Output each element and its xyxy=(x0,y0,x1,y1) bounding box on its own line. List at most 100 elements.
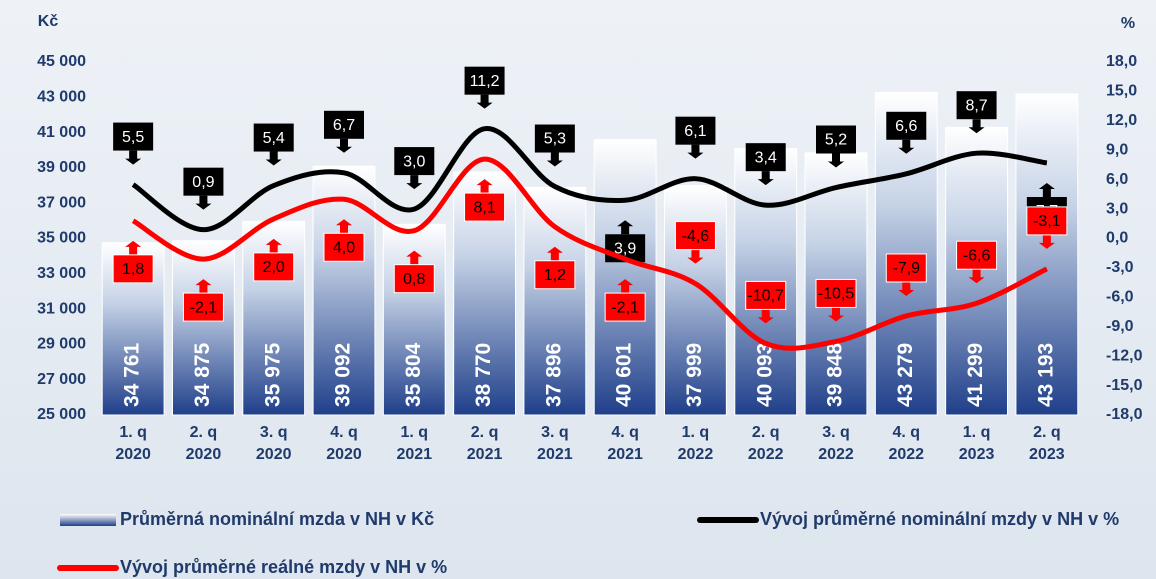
data-label: 5,4 xyxy=(253,123,294,166)
label-box xyxy=(182,292,224,322)
data-label-text: 3,0 xyxy=(403,153,425,170)
data-label: 3,4 xyxy=(745,143,786,186)
label-box xyxy=(816,125,856,154)
label-arrow xyxy=(1038,234,1055,249)
label-box xyxy=(253,123,294,152)
data-label-text: 6,6 xyxy=(895,118,917,135)
y-tick-label: 25 000 xyxy=(37,406,86,423)
legend-label: Vývoj průměrné reálné mzdy v NH v % xyxy=(120,557,447,577)
label-box xyxy=(885,253,927,283)
label-arrow xyxy=(828,307,844,322)
y2-tick-label: 6,0 xyxy=(1106,171,1128,188)
bar-value-label: 40 093 xyxy=(753,343,776,407)
y2-tick-label: 18,0 xyxy=(1106,53,1137,70)
label-box xyxy=(394,147,435,176)
y-tick-label: 39 000 xyxy=(37,159,86,176)
data-label-text: -7,9 xyxy=(892,260,920,277)
bar-value-label: 37 896 xyxy=(542,343,565,407)
data-label: -10,7 xyxy=(745,280,787,324)
label-box xyxy=(464,192,506,222)
label-arrow xyxy=(476,179,493,194)
data-label: 3,9 xyxy=(605,220,646,263)
bar-value-label: 39 092 xyxy=(332,343,355,407)
data-label: 1,2 xyxy=(534,246,576,290)
bar-value-label: 43 279 xyxy=(894,343,917,407)
label-arrow xyxy=(828,153,844,168)
data-label-text: -10,5 xyxy=(818,286,855,303)
legend-swatch xyxy=(60,514,116,526)
data-label: -7,9 xyxy=(885,253,927,296)
line xyxy=(131,126,1048,233)
bar-value-label: 39 848 xyxy=(824,342,847,407)
data-label: -2,1 xyxy=(604,279,646,322)
y-tick-label: 29 000 xyxy=(37,336,86,353)
bar-value-label: 34 875 xyxy=(191,342,214,407)
y2-tick-label: 3,0 xyxy=(1106,200,1128,217)
label-arrow xyxy=(546,246,563,261)
data-label-text: 1,2 xyxy=(544,267,566,284)
bar-value-label: 34 761 xyxy=(121,342,144,407)
x-tick-label: 2. q 2020 xyxy=(185,424,222,463)
data-label: 4,0 xyxy=(323,219,365,262)
bar-value-label: 35 804 xyxy=(402,342,425,407)
legend-label: Vývoj průměrné nominální mzdy v NH v % xyxy=(760,509,1119,529)
x-tick-label: 2. q 2022 xyxy=(747,424,784,463)
data-label: 0,8 xyxy=(393,250,435,294)
bar xyxy=(172,240,235,416)
x-tick-label: 1. q 2021 xyxy=(396,424,433,463)
x-tick-label: 1. q 2022 xyxy=(677,424,714,463)
y2-tick-label: 15,0 xyxy=(1106,83,1137,100)
data-label-text: 1,8 xyxy=(122,261,144,278)
data-label: -3,1 xyxy=(1026,206,1068,249)
x-tick-label: 4. q 2020 xyxy=(326,424,362,463)
data-label-text: 8,1 xyxy=(473,199,495,216)
y2-tick-label: 9,0 xyxy=(1106,141,1128,158)
x-tick-label: 1. q 2023 xyxy=(958,424,995,463)
label-box xyxy=(886,111,927,140)
label-arrow xyxy=(1038,182,1055,197)
label-box xyxy=(534,124,575,153)
label-arrow xyxy=(406,250,423,265)
data-label-text: 8,7 xyxy=(965,97,987,114)
label-arrow xyxy=(546,152,563,167)
data-label-text: 3,4 xyxy=(755,149,777,166)
x-tick-label: 1. q 2020 xyxy=(115,424,151,463)
label-arrow xyxy=(898,139,915,154)
y2-tick-label: -12,0 xyxy=(1106,347,1143,364)
label-box xyxy=(815,278,857,308)
data-label-text: -6,6 xyxy=(963,247,991,264)
label-box xyxy=(745,143,786,172)
data-label-text: 5,5 xyxy=(122,129,144,146)
label-arrow xyxy=(125,240,142,255)
legend-label: Průměrná nominální mzda v NH v Kč xyxy=(120,509,434,529)
data-label: 1,8 xyxy=(112,240,154,284)
bar-value-label: 43 193 xyxy=(1034,343,1057,407)
data-label-text: 6,7 xyxy=(333,117,355,134)
x-tick-label: 3. q 2020 xyxy=(255,424,292,463)
data-label-text: 0,8 xyxy=(403,271,425,288)
data-label: 5,2 xyxy=(816,125,856,168)
data-label-text: 2,0 xyxy=(263,259,285,276)
y2-tick-label: -3,0 xyxy=(1106,259,1134,276)
data-label: 2,0 xyxy=(253,238,295,282)
y-tick-label: 41 000 xyxy=(37,124,86,141)
bar-value-label: 35 975 xyxy=(261,342,284,407)
label-box xyxy=(1026,206,1068,236)
data-label-text: -3,1 xyxy=(1033,213,1061,230)
label-box xyxy=(534,260,576,290)
data-label: 5,3 xyxy=(534,124,575,167)
y2-tick-label: -18,0 xyxy=(1106,406,1143,423)
data-label: 6,1 xyxy=(675,116,716,159)
data-label: 11,2 xyxy=(464,66,505,109)
data-label-text: -2,1 xyxy=(611,299,639,316)
data-label-text: 5,3 xyxy=(544,131,566,148)
label-arrow xyxy=(968,269,985,284)
label-box xyxy=(675,116,716,145)
x-tick-label: 2. q 2021 xyxy=(466,424,503,463)
label-arrow xyxy=(265,238,282,253)
x-tick-label: 3. q 2022 xyxy=(818,424,854,463)
x-tick-label: 4. q 2021 xyxy=(607,424,643,463)
y-tick-label: 35 000 xyxy=(37,230,86,247)
